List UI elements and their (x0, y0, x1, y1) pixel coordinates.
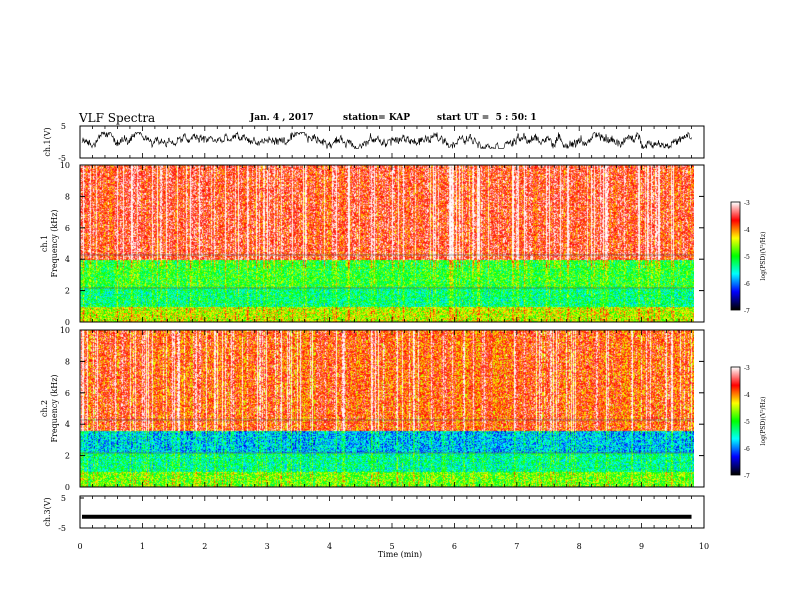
ch2-colorbar-frame (730, 366, 741, 476)
time-tick-label: 4 (327, 542, 332, 551)
ch1-colorbar-frame (730, 201, 741, 311)
ch1-colorbar-tick-label: -7 (744, 308, 750, 315)
ch2-freq-tick-label: 6 (65, 389, 70, 398)
ch3-ylabel: ch.3(V) (43, 497, 52, 526)
time-tick-label: 2 (202, 542, 207, 551)
ch2-colorbar-tick-label: -6 (744, 446, 750, 453)
ch2-ylabel-frequency: Frequency (kHz) (50, 374, 59, 442)
ch1-ytick-label: 5 (61, 122, 66, 131)
ch1-colorbar (731, 202, 740, 310)
ch1-freq-tick-label: 10 (60, 161, 70, 170)
ch1-colorbar-tick-label: -3 (744, 200, 750, 207)
ch1-colorbar-tick-label: -5 (744, 254, 750, 261)
time-tick-label: 3 (265, 542, 270, 551)
ch2-colorbar-tick-label: -4 (744, 392, 750, 399)
ch3-ytick-label: 5 (61, 494, 66, 503)
ch2-freq-tick-label: 0 (65, 483, 70, 492)
ch2-colorbar-tick-label: -7 (744, 473, 750, 480)
ch1-freq-tick-label: 4 (65, 255, 70, 264)
ch1-freq-tick-label: 0 (65, 318, 70, 327)
time-tick-label: 8 (577, 542, 582, 551)
ch1-colorbar-tick-label: -4 (744, 227, 750, 234)
figure-title: VLF Spectra (79, 111, 156, 125)
time-tick-label: 7 (514, 542, 519, 551)
time-tick-label: 9 (639, 542, 644, 551)
ch1-waveform-line (81, 131, 692, 150)
ch1-freq-tick-label: 2 (65, 287, 70, 296)
ch1-ylabel: ch.1(V) (43, 127, 52, 156)
ch1-ylabel-frequency: Frequency (kHz) (50, 209, 59, 277)
ch2-colorbar-tick-label: -3 (744, 365, 750, 372)
ch1-colorbar-label: log(PSD)(V²/Hz) (760, 232, 767, 281)
ch1-spectrogram (80, 165, 694, 322)
ch2-freq-tick-label: 2 (65, 452, 70, 461)
date-label: Jan. 4 , 2017 (250, 113, 314, 123)
ch1-colorbar-tick-label: -6 (744, 281, 750, 288)
start-time-label: start UT = 5 : 50: 1 (437, 113, 537, 123)
time-tick-label: 0 (77, 542, 82, 551)
ch1-spectrogram-frame (79, 164, 705, 323)
time-axis-label: Time (min) (378, 550, 422, 559)
time-tick-label: 6 (452, 542, 457, 551)
ch2-freq-tick-label: 8 (65, 357, 70, 366)
ch1-freq-tick-label: 8 (65, 192, 70, 201)
time-tick-label: 5 (389, 542, 394, 551)
time-tick-label: 10 (699, 542, 709, 551)
time-tick-label: 1 (140, 542, 145, 551)
ch2-colorbar (731, 367, 740, 475)
ch2-spectrogram-frame (79, 329, 705, 488)
ch2-spectrogram (80, 330, 694, 487)
ch2-ylabel-channel: ch.2 (40, 400, 49, 417)
ch2-colorbar-tick-label: -5 (744, 419, 750, 426)
ch1-ylabel-channel: ch.1 (40, 235, 49, 252)
station-label: station= KAP (343, 113, 411, 123)
ch2-colorbar-label: log(PSD)(V²/Hz) (760, 397, 767, 446)
ch1-ytick-label: -5 (58, 154, 66, 163)
ch1-freq-tick-label: 6 (65, 224, 70, 233)
ch2-freq-tick-label: 4 (65, 420, 70, 429)
ch2-freq-tick-label: 10 (60, 326, 70, 335)
ch3-ytick-label: -5 (58, 524, 66, 533)
